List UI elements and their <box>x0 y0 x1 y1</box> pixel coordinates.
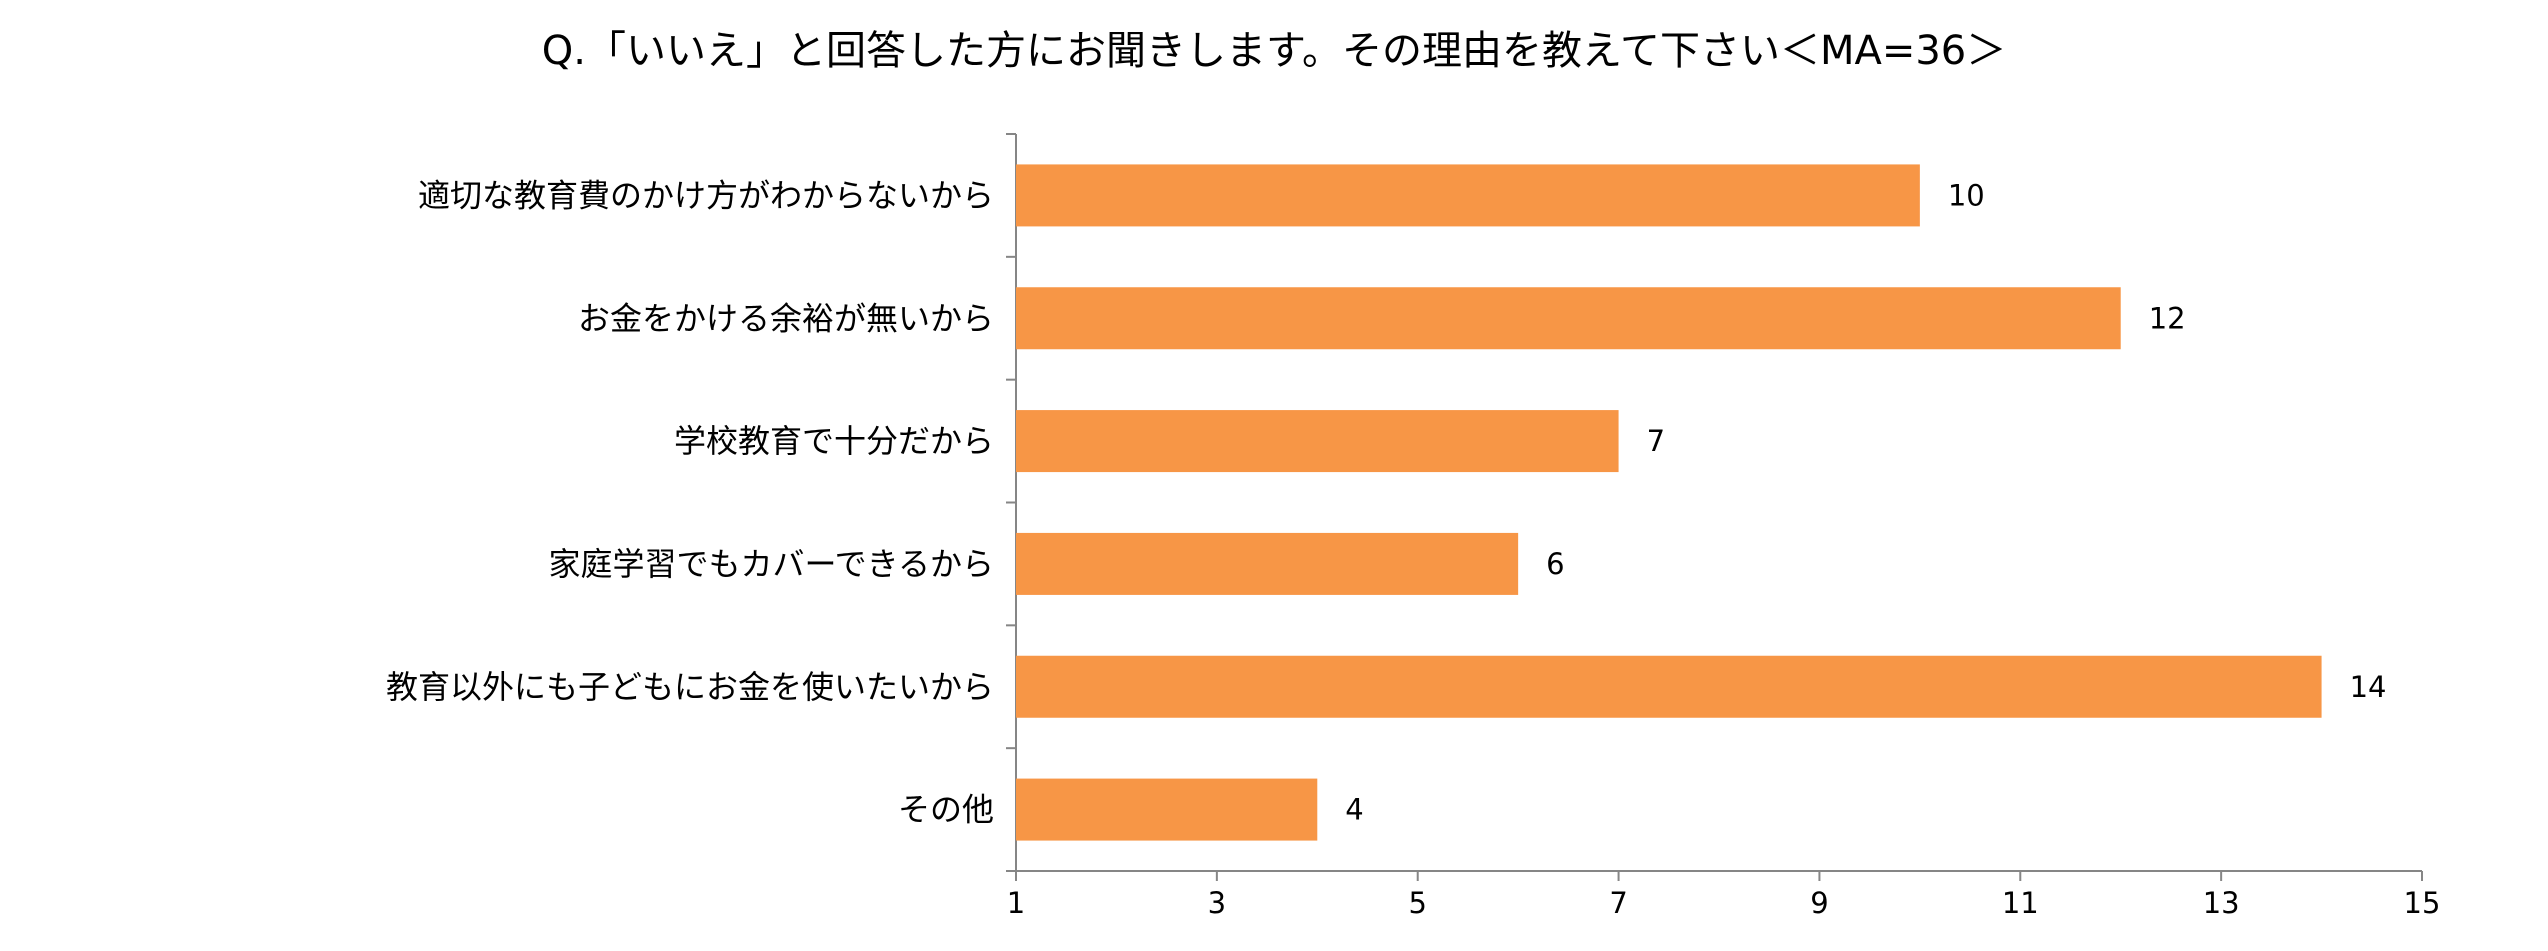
bar <box>1016 410 1619 473</box>
bar <box>1016 778 1318 841</box>
data-label: 4 <box>1345 793 1363 827</box>
data-label: 10 <box>1948 178 1985 212</box>
category-label: 教育以外にも子どもにお金を使いたいから <box>386 668 994 706</box>
data-label: 6 <box>1546 547 1564 581</box>
data-label: 14 <box>2350 670 2387 704</box>
x-tick-label: 5 <box>1408 886 1426 920</box>
category-label: その他 <box>898 791 994 829</box>
category-label: お金をかける余裕が無いから <box>578 299 994 337</box>
x-tick-label: 13 <box>2203 886 2240 920</box>
category-label: 適切な教育費のかけ方がわからないから <box>418 176 994 214</box>
data-label: 12 <box>2149 301 2186 335</box>
x-tick-label: 9 <box>1810 886 1828 920</box>
x-tick-label: 7 <box>1609 886 1627 920</box>
x-tick-label: 11 <box>2002 886 2039 920</box>
x-tick-label: 1 <box>1007 886 1025 920</box>
data-label: 7 <box>1647 424 1665 458</box>
x-tick-label: 15 <box>2404 886 2441 920</box>
bar <box>1016 532 1519 595</box>
category-label: 学校教育で十分だから <box>674 422 994 460</box>
category-label: 家庭学習でもカバーできるから <box>549 545 994 583</box>
chart-title: Q.「いいえ」と回答した方にお聞きします。その理由を教えて下さい＜MA=36＞ <box>542 28 2007 74</box>
x-tick-label: 3 <box>1208 886 1226 920</box>
bar <box>1016 164 1920 227</box>
bar <box>1016 655 2322 718</box>
bar <box>1016 287 2121 350</box>
